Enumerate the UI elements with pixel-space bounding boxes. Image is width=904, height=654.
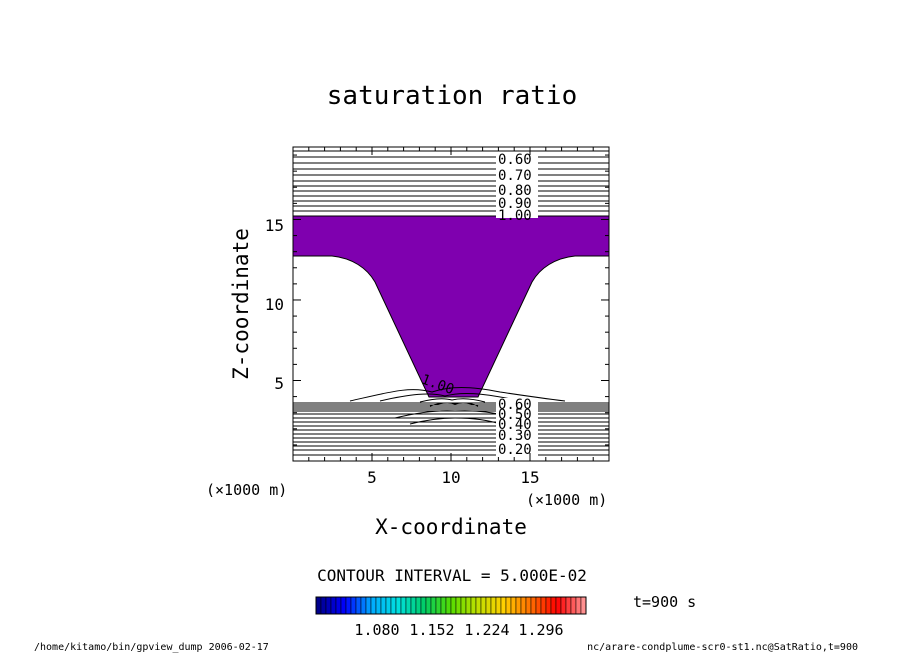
colorbar-cell bbox=[485, 596, 492, 615]
chart-title: saturation ratio bbox=[327, 81, 577, 111]
axis-ticks bbox=[293, 147, 609, 461]
colorbar-cell bbox=[520, 596, 527, 615]
colorbar-cell bbox=[475, 596, 482, 615]
y-tick-label: 15 bbox=[265, 216, 284, 235]
colorbar-cell bbox=[320, 596, 327, 615]
contour-interval-label: CONTOUR INTERVAL = 5.000E-02 bbox=[317, 566, 587, 585]
colorbar-cell bbox=[470, 596, 477, 615]
colorbar-cell bbox=[360, 596, 367, 615]
colorbar-cell bbox=[400, 596, 407, 615]
colorbar-cell bbox=[555, 596, 562, 615]
colorbar-cell bbox=[530, 596, 537, 615]
colorbar-cell bbox=[450, 596, 457, 615]
colorbar-cell bbox=[410, 596, 417, 615]
colorbar-cell bbox=[430, 596, 437, 615]
colorbar-cell bbox=[435, 596, 442, 615]
contour-label: 0.70 bbox=[498, 168, 532, 184]
colorbar-cell bbox=[380, 596, 387, 615]
colorbar-tick-label: 1.152 bbox=[409, 621, 454, 639]
colorbar-cell bbox=[565, 596, 572, 615]
x-axis-label: X-coordinate bbox=[375, 515, 527, 539]
colorbar-cell bbox=[335, 596, 342, 615]
contour-label: 0.80 bbox=[498, 183, 532, 199]
plot-area: 0.60 0.70 0.80 0.90 1.00 0.60 0.50 0.40 … bbox=[293, 150, 609, 458]
colorbar-cell bbox=[325, 596, 332, 615]
contour-label: 0.50 bbox=[498, 407, 532, 423]
colorbar-cell bbox=[550, 596, 557, 615]
time-label: t=900 s bbox=[633, 593, 696, 611]
colorbar-cell bbox=[370, 596, 377, 615]
contour-label: 0.30 bbox=[498, 428, 532, 444]
colorbar-frame bbox=[315, 596, 587, 615]
colorbar-cell bbox=[535, 596, 542, 615]
x-unit-label: (×1000 m) bbox=[526, 491, 607, 509]
colorbar-cell bbox=[355, 596, 362, 615]
colorbar-cell bbox=[580, 596, 587, 615]
colorbar-cell bbox=[330, 596, 337, 615]
colorbar-cell bbox=[495, 596, 502, 615]
colorbar-cell bbox=[365, 596, 372, 615]
colorbar-cell bbox=[345, 596, 352, 615]
upper-contour-lines bbox=[293, 150, 609, 217]
colorbar-tick-label: 1.224 bbox=[464, 621, 509, 639]
contour-label: 0.60 bbox=[498, 397, 532, 413]
y-axis-label: Z-coordinate bbox=[229, 228, 253, 380]
lower-contour-labels: 0.60 0.50 0.40 0.30 0.20 bbox=[496, 397, 538, 458]
y-tick-label: 5 bbox=[274, 374, 284, 393]
central-contour-lines bbox=[349, 387, 566, 425]
x-tick-label: 10 bbox=[441, 468, 460, 487]
upper-contour-labels: 0.60 0.70 0.80 0.90 1.00 bbox=[496, 152, 538, 224]
footer-right: nc/arare-condplume-scr0-st1.nc@SatRatio,… bbox=[587, 642, 858, 653]
y-unit-label: (×1000 m) bbox=[206, 481, 287, 499]
colorbar-cell bbox=[545, 596, 552, 615]
footer-left: /home/kitamo/bin/gpview_dump 2006-02-17 bbox=[34, 642, 269, 653]
colorbar-cell bbox=[315, 596, 322, 615]
y-tick-label: 10 bbox=[265, 295, 284, 314]
colorbar-cell bbox=[350, 596, 357, 615]
colorbar-cell bbox=[455, 596, 462, 615]
colorbar-tick-label: 1.296 bbox=[518, 621, 563, 639]
colorbar-cell bbox=[425, 596, 432, 615]
colorbar-cell bbox=[440, 596, 447, 615]
colorbar-cell bbox=[560, 596, 567, 615]
colorbar-cell bbox=[445, 596, 452, 615]
x-tick-label: 5 bbox=[367, 468, 377, 487]
colorbar-cell bbox=[385, 596, 392, 615]
contour-label: 0.40 bbox=[498, 417, 532, 433]
colorbar-cell bbox=[525, 596, 532, 615]
colorbar-cell bbox=[500, 596, 507, 615]
colorbar-cell bbox=[340, 596, 347, 615]
x-tick-label: 15 bbox=[520, 468, 539, 487]
colorbar-cell bbox=[515, 596, 522, 615]
colorbar bbox=[315, 596, 587, 615]
colorbar-cell bbox=[510, 596, 517, 615]
colorbar-cell bbox=[505, 596, 512, 615]
colorbar-cell bbox=[395, 596, 402, 615]
colorbar-cell bbox=[375, 596, 382, 615]
contour-label: 1.00 bbox=[498, 208, 532, 224]
colorbar-cell bbox=[415, 596, 422, 615]
colorbar-cell bbox=[575, 596, 582, 615]
supersaturation-fill bbox=[293, 215, 609, 398]
colorbar-cell bbox=[490, 596, 497, 615]
contour-label: 0.90 bbox=[498, 196, 532, 212]
colorbar-cell bbox=[405, 596, 412, 615]
colorbar-tick-label: 1.080 bbox=[354, 621, 399, 639]
colorbar-cell bbox=[540, 596, 547, 615]
colorbar-cell bbox=[460, 596, 467, 615]
colorbar-cell bbox=[570, 596, 577, 615]
contour-label: 0.20 bbox=[498, 442, 532, 458]
colorbar-cell bbox=[465, 596, 472, 615]
colorbar-cell bbox=[420, 596, 427, 615]
colorbar-cell bbox=[390, 596, 397, 615]
colorbar-cell bbox=[480, 596, 487, 615]
contour-label: 0.60 bbox=[498, 152, 532, 168]
